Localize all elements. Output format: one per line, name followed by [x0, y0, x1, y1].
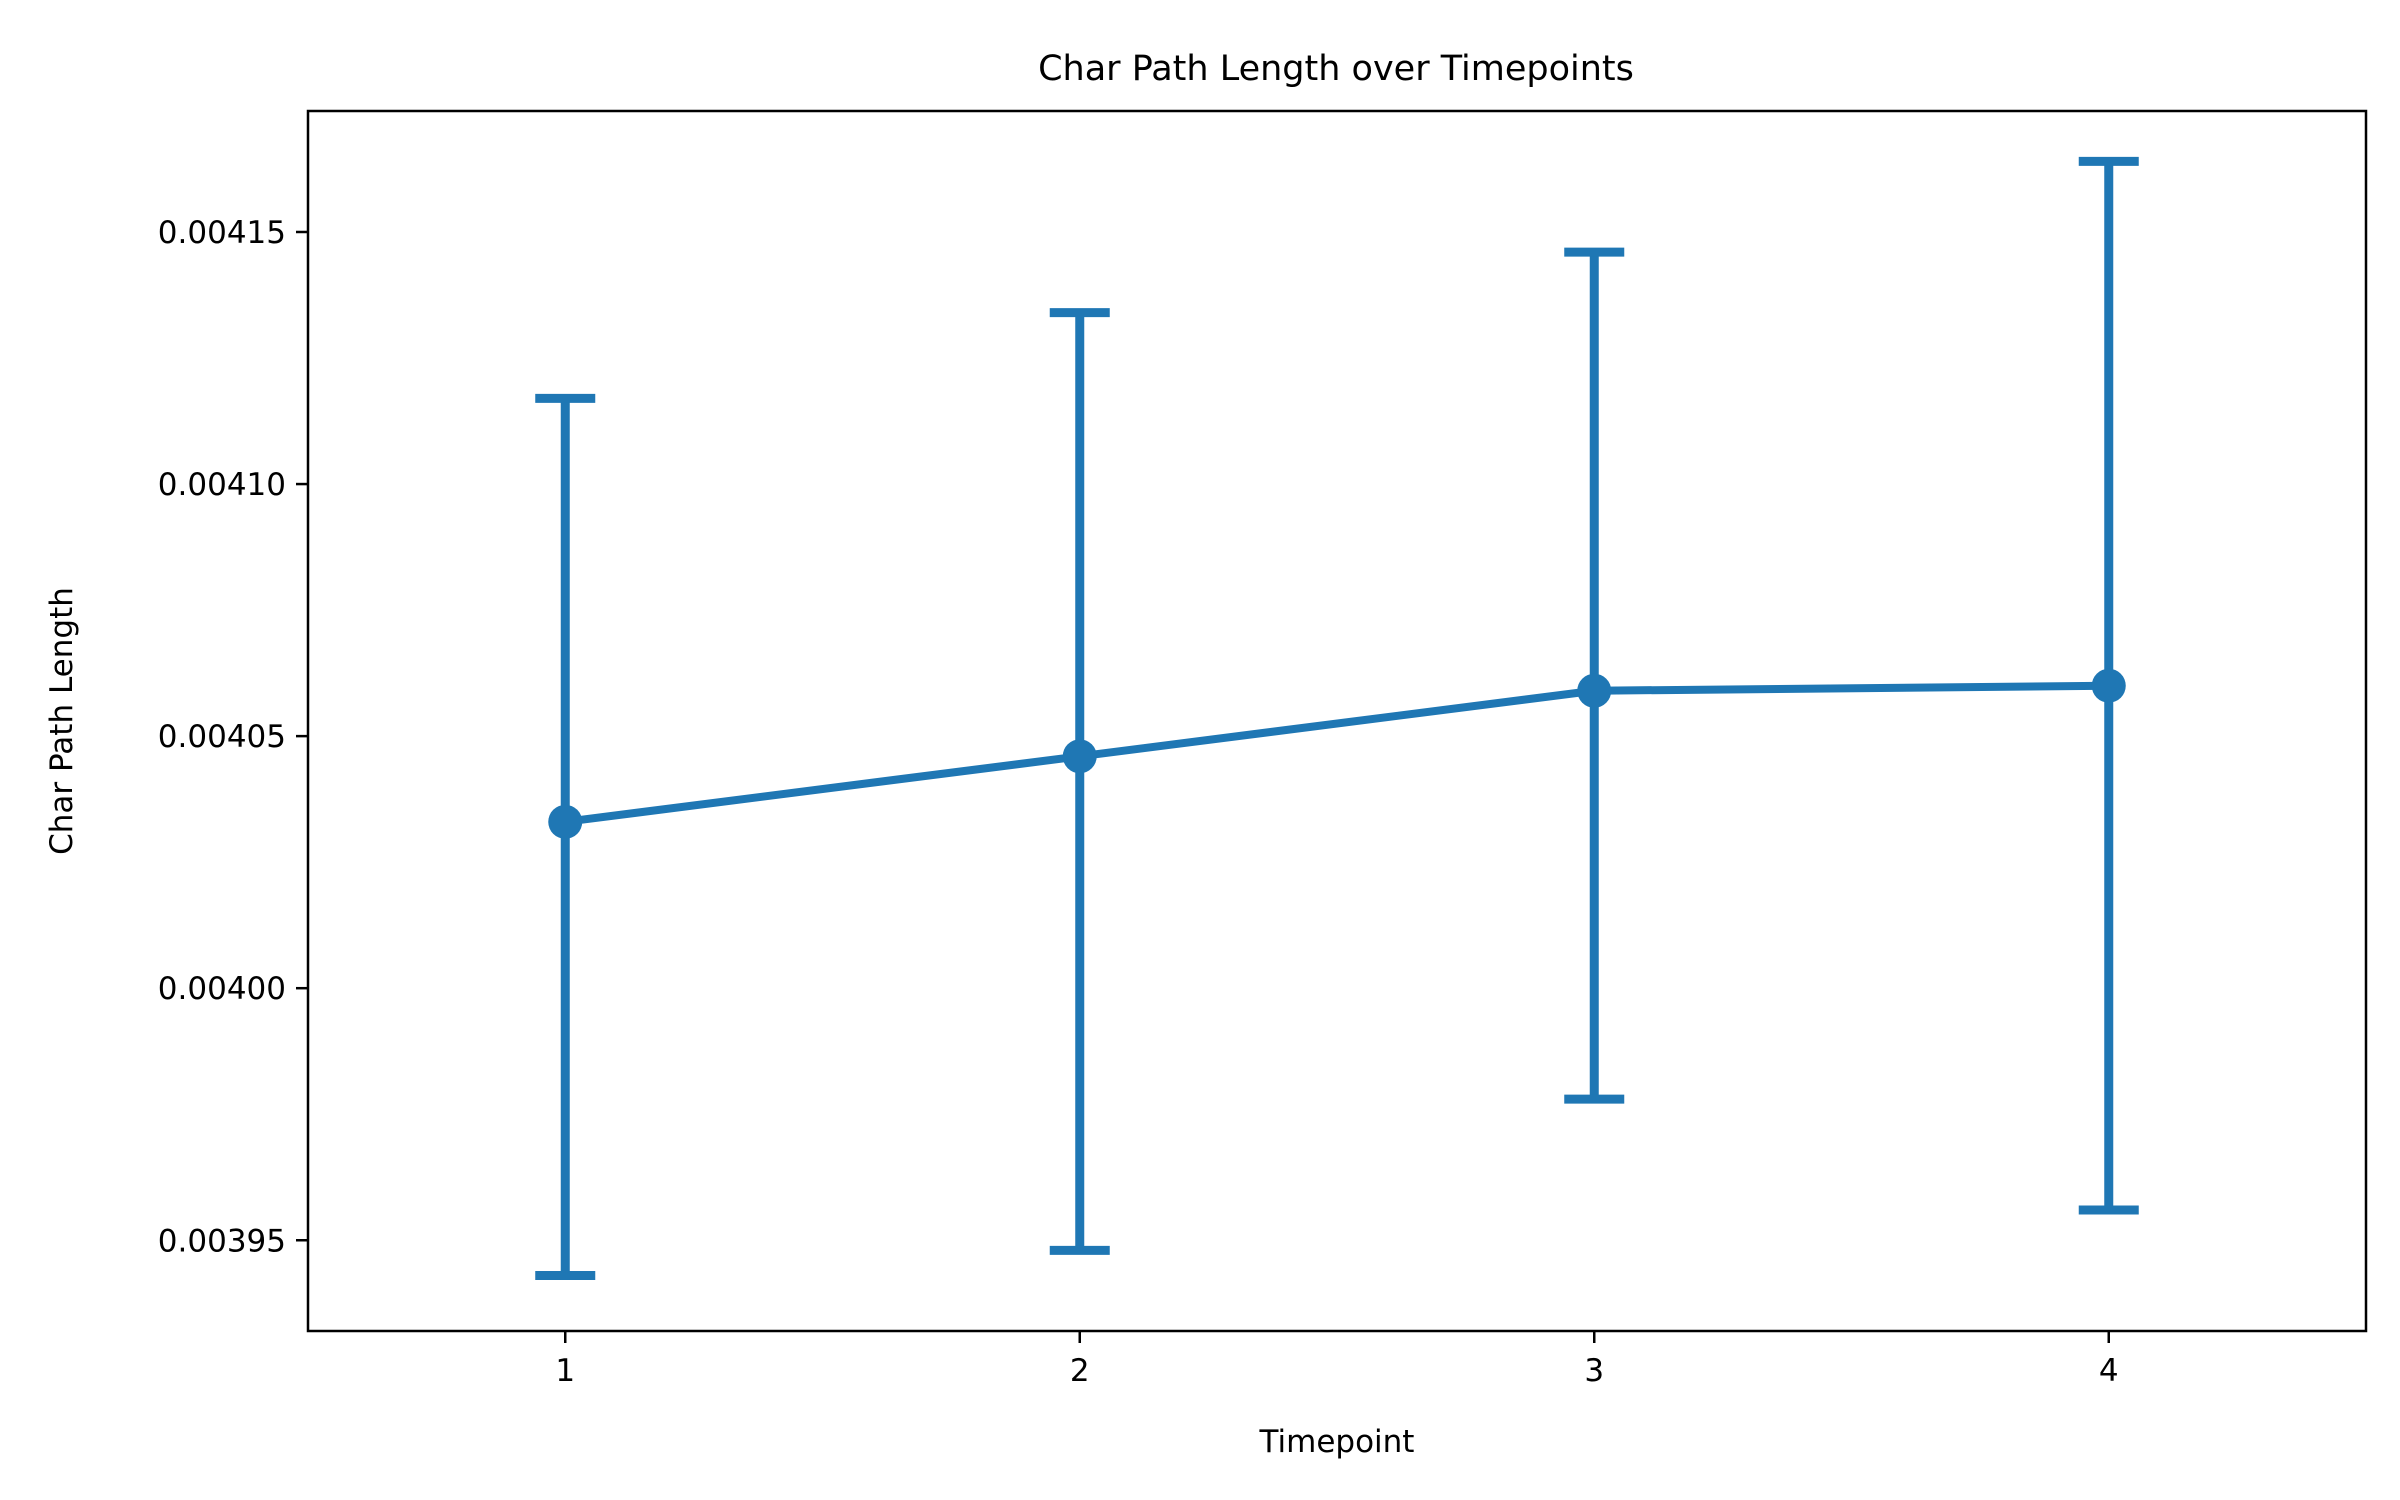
y-tick-label: 0.00415 [158, 215, 286, 251]
x-axis-label: Timepoint [1259, 1424, 1415, 1460]
data-point [2091, 668, 2126, 703]
y-axis-label: Char Path Length [44, 587, 80, 855]
x-axis: 1 2 3 4 [555, 1331, 2119, 1389]
plot-area [535, 156, 2139, 1281]
y-tick-label: 0.00400 [158, 971, 286, 1007]
x-tick-label: 4 [2099, 1353, 2119, 1389]
y-axis: 0.00395 0.00400 0.00405 0.00410 0.00415 [158, 215, 308, 1259]
y-tick-label: 0.00405 [158, 719, 286, 755]
axes-frame [306, 109, 2368, 1333]
data-point [1577, 673, 1612, 708]
series-line [564, 681, 2109, 826]
data-point [1062, 739, 1097, 774]
x-tick-label: 3 [1584, 1353, 1604, 1389]
x-tick-label: 2 [1070, 1353, 1090, 1389]
data-point [548, 804, 583, 839]
x-tick-label: 1 [555, 1353, 575, 1389]
y-tick-label: 0.00395 [158, 1223, 286, 1259]
y-tick-label: 0.00410 [158, 467, 286, 503]
chart-title: Char Path Length over Timepoints [1038, 49, 1634, 89]
